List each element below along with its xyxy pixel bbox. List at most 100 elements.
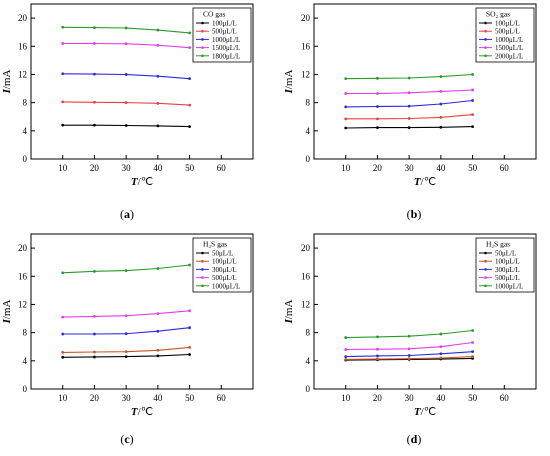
legend-swatch-marker (484, 284, 487, 288)
y-tick-label: 8 (306, 98, 311, 108)
legend-swatch-marker (201, 54, 204, 58)
legend-swatch-marker (201, 38, 204, 41)
data-point (344, 126, 348, 130)
data-point (439, 102, 443, 106)
data-point (61, 72, 65, 76)
data-point (471, 88, 474, 92)
y-tick-label: 20 (301, 243, 311, 253)
data-point (93, 355, 96, 359)
x-tick-label: 40 (153, 163, 163, 173)
legend-swatch-marker (484, 46, 487, 49)
data-point (344, 105, 348, 109)
legend-swatch-marker (484, 251, 487, 255)
legend-swatch-marker (484, 38, 487, 41)
legend-swatch-marker (201, 46, 204, 49)
legend-swatch-marker (201, 21, 204, 25)
data-point (188, 346, 191, 349)
y-tick-label: 4 (23, 126, 28, 136)
x-tick-label: 20 (373, 393, 383, 403)
x-tick-label: 50 (185, 393, 195, 403)
y-tick-label: 4 (23, 356, 28, 366)
panel-caption: (b) (407, 207, 422, 221)
data-point (344, 355, 348, 358)
legend-label: 300μL/L (212, 266, 237, 274)
legend-label: 100μL/L (495, 20, 520, 28)
legend-box (192, 237, 252, 293)
data-point (124, 332, 128, 336)
x-axis-label: T/℃ (414, 176, 436, 188)
data-point (188, 125, 191, 128)
data-point (124, 101, 128, 105)
x-tick-label: 60 (217, 163, 227, 173)
legend-swatch-marker (201, 29, 204, 33)
x-axis-label: T/℃ (414, 406, 436, 418)
legend-title: CO gas (203, 10, 225, 19)
data-point (188, 353, 191, 356)
plot-frame (313, 233, 537, 390)
legend-label: 100μL/L (212, 258, 237, 266)
data-point (124, 314, 128, 318)
data-point (93, 269, 96, 273)
data-point (376, 105, 379, 108)
data-point (61, 355, 65, 359)
data-point (344, 117, 348, 121)
data-point (124, 42, 128, 46)
legend-label: 100μL/L (212, 20, 237, 28)
y-tick-label: 4 (306, 356, 311, 366)
data-point (124, 124, 128, 127)
legend-swatch-marker (201, 268, 204, 271)
data-point (376, 335, 379, 339)
x-tick-label: 20 (373, 163, 383, 173)
x-tick-label: 10 (341, 393, 351, 403)
data-point (407, 347, 411, 351)
data-point (93, 26, 96, 30)
data-point (439, 125, 443, 129)
data-point (376, 347, 379, 351)
data-point (188, 326, 191, 330)
data-point (124, 350, 128, 354)
plot-frame (30, 3, 254, 160)
legend-swatch-marker (484, 29, 487, 33)
legend-title: H₂S gas (203, 240, 227, 249)
chart-panel-b: 10 20 30 40 50 60 0 4 8 12 16 20 T/℃ I/mA SO₂ gas100μL… (283, 3, 537, 221)
y-tick-label: 0 (306, 154, 311, 164)
legend-swatch-marker (484, 268, 487, 271)
legend-label: 1800μL/L (212, 52, 240, 60)
data-point (439, 75, 443, 78)
y-tick-label: 8 (306, 328, 311, 338)
x-tick-label: 40 (436, 163, 446, 173)
data-point (407, 357, 411, 361)
legend-label: 500μL/L (212, 28, 237, 36)
legend-label: 1000μL/L (212, 282, 240, 290)
data-point (439, 345, 443, 349)
data-point (156, 354, 160, 358)
data-point (156, 43, 160, 47)
x-tick-label: 10 (341, 163, 351, 173)
data-point (471, 329, 474, 332)
legend-box (475, 237, 535, 293)
x-tick-label: 20 (90, 163, 100, 173)
panel-caption: (d) (407, 432, 422, 446)
x-tick-label: 40 (153, 393, 163, 403)
data-point (407, 126, 411, 130)
plot-frame (313, 3, 537, 160)
x-tick-label: 20 (90, 393, 100, 403)
x-tick-label: 40 (436, 393, 446, 403)
x-tick-label: 60 (500, 163, 510, 173)
legend-swatch-marker (201, 276, 204, 279)
y-tick-label: 12 (301, 299, 310, 309)
y-tick-label: 20 (301, 13, 311, 23)
plot-frame (30, 233, 254, 390)
y-tick-label: 0 (306, 384, 311, 394)
x-tick-label: 30 (122, 393, 132, 403)
data-point (471, 73, 474, 76)
legend-label: 100μL/L (495, 258, 520, 266)
data-point (93, 332, 96, 336)
y-tick-label: 16 (301, 41, 311, 51)
data-point (156, 74, 160, 78)
y-axis-label: I/mA (1, 70, 13, 95)
y-tick-label: 12 (18, 69, 27, 79)
data-point (376, 76, 379, 80)
data-point (376, 92, 379, 95)
legend-label: 1500μL/L (495, 44, 523, 52)
